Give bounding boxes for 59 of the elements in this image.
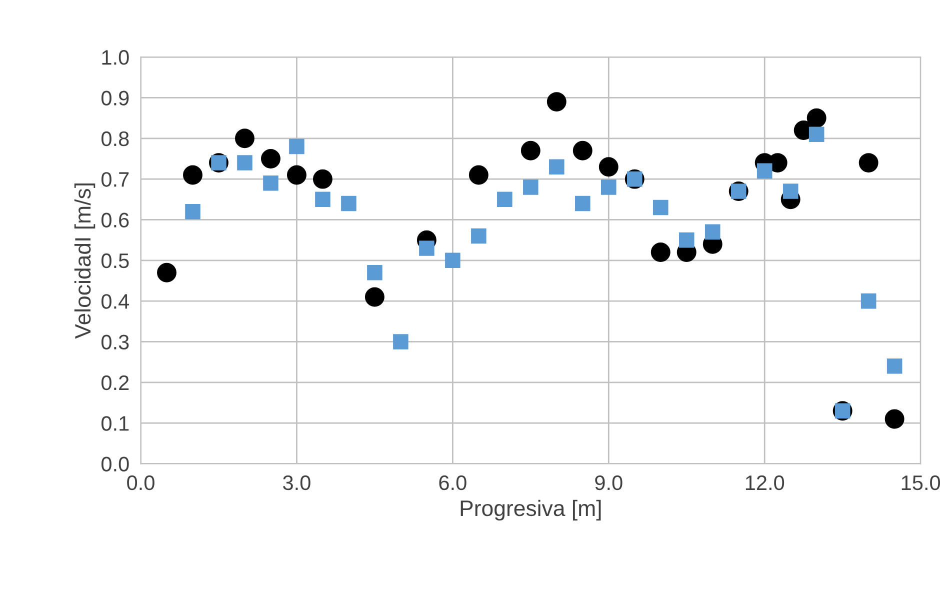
x-tick-label: 15.0 [902,475,940,490]
y-tick-label: 0.0 [101,456,129,472]
point [341,196,356,212]
y-tick-label: 0.2 [101,375,129,390]
point [549,159,564,175]
x-tick-label: 3.0 [283,475,310,490]
point [367,264,382,280]
point [884,409,904,429]
point [598,157,618,177]
point [575,196,590,212]
point [520,140,540,160]
point [185,204,200,220]
x-tick-label: 6.0 [439,475,466,490]
point [858,153,878,173]
point [263,175,278,191]
point [445,252,460,268]
point [601,180,616,195]
point [782,184,798,199]
point [286,165,306,185]
point [886,358,902,374]
y-tick-label: 0.1 [101,416,129,431]
point [237,155,252,170]
y-tick-label: 0.7 [101,172,129,187]
point [471,228,486,244]
x-axis-title: Progresiva [m] [460,500,601,521]
point [808,126,824,142]
point [468,165,488,185]
y-axis-title: VelocidadI [m/s] [74,184,96,339]
y-tick-label: 0.5 [101,253,129,268]
point [419,240,434,256]
point [860,293,876,309]
point [806,108,826,128]
point [652,200,668,216]
x-tick-label: 9.0 [595,475,622,490]
point [364,287,384,307]
y-tick-label: 0.8 [101,131,129,146]
y-tick-label: 0.3 [101,334,129,350]
point [260,149,280,168]
point [756,163,772,179]
point [650,242,670,262]
point [572,140,592,160]
point [312,169,332,189]
y-tick-label: 0.4 [101,294,130,309]
point [678,232,694,248]
point [523,180,538,195]
x-tick-label: 0.0 [127,475,154,490]
point [183,165,202,185]
point [157,262,176,282]
point [497,192,512,208]
point [235,128,254,148]
point [393,334,408,350]
y-tick-label: 0.9 [101,90,129,106]
point [289,138,304,154]
y-tick-label: 0.6 [101,212,129,228]
point [546,92,566,112]
x-tick-label: 12.0 [746,475,784,490]
point [704,224,720,240]
y-tick-label: 1.0 [102,50,129,65]
point [315,192,330,208]
